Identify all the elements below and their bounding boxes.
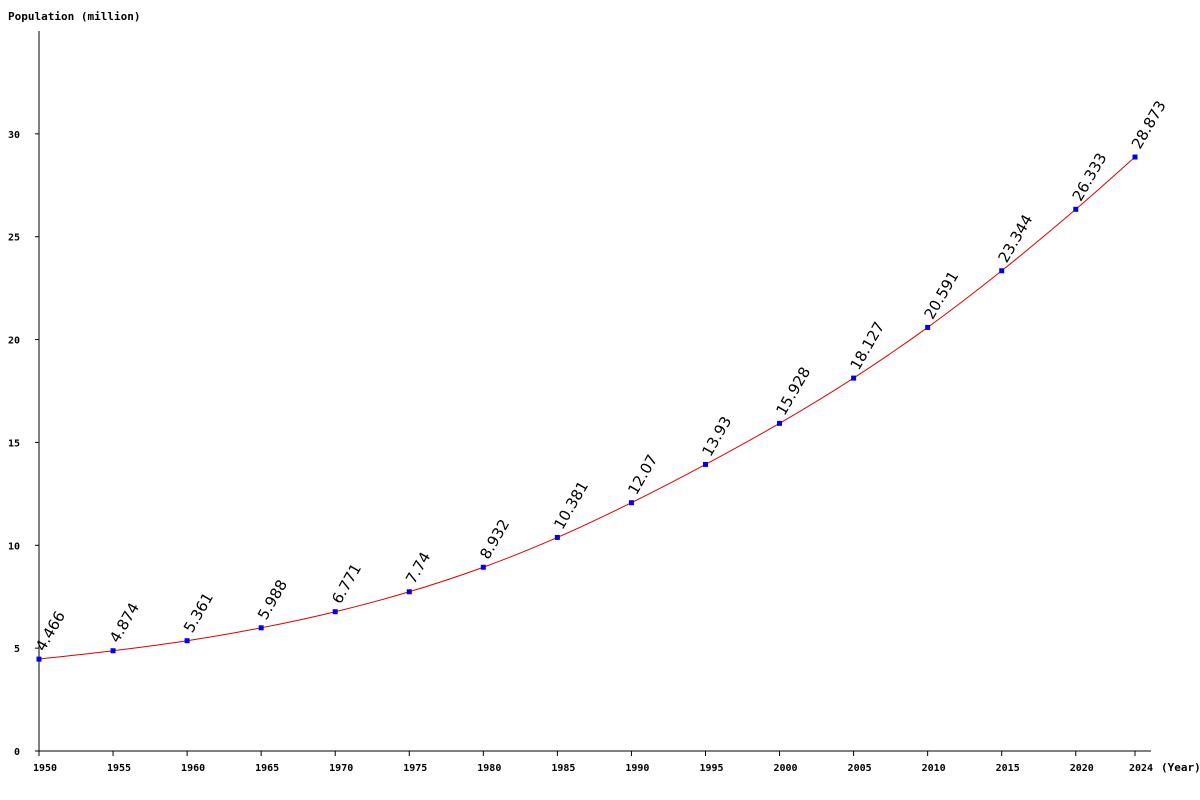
y-tick-label: 25 bbox=[8, 233, 20, 244]
x-tick-label: 1965 bbox=[255, 763, 279, 774]
data-point-marker bbox=[406, 589, 412, 595]
y-axis-title: Population (million) bbox=[8, 10, 140, 23]
data-point-marker bbox=[851, 375, 857, 381]
data-point-marker bbox=[1132, 154, 1138, 160]
y-tick-label: 30 bbox=[8, 130, 20, 141]
data-markers bbox=[36, 154, 1138, 662]
x-tick-label: 1990 bbox=[625, 763, 649, 774]
x-tick-label: 2010 bbox=[922, 763, 946, 774]
x-tick-label: 1980 bbox=[477, 763, 501, 774]
x-tick-label: 2015 bbox=[996, 763, 1020, 774]
x-axis-title: (Year) bbox=[1161, 761, 1200, 774]
x-tick-label: 1955 bbox=[107, 763, 131, 774]
x-tick-label: 1950 bbox=[33, 763, 57, 774]
data-point-marker bbox=[554, 534, 560, 540]
data-point-marker bbox=[628, 500, 634, 506]
data-point-marker bbox=[332, 609, 338, 615]
data-point-marker bbox=[702, 461, 708, 467]
x-tick-label: 1985 bbox=[551, 763, 575, 774]
x-tick-label: 2005 bbox=[848, 763, 872, 774]
y-axis-ticks: 0 5 10 15 20 25 30 bbox=[8, 130, 39, 758]
data-point-marker bbox=[925, 324, 931, 330]
data-point-marker bbox=[258, 625, 264, 631]
data-point-marker bbox=[110, 648, 116, 654]
x-tick-label: 2024 bbox=[1129, 763, 1153, 774]
x-tick-label: 1995 bbox=[699, 763, 723, 774]
data-point-marker bbox=[184, 638, 190, 644]
data-point-marker bbox=[777, 420, 783, 426]
data-point-marker bbox=[999, 268, 1005, 274]
data-point-marker bbox=[1073, 206, 1079, 212]
y-tick-label: 10 bbox=[8, 541, 20, 552]
data-point-marker bbox=[36, 656, 42, 662]
data-point-marker bbox=[480, 564, 486, 570]
x-tick-label: 1975 bbox=[403, 763, 427, 774]
x-axis-ticks: 1950 1955 1960 1965 1970 1975 1980 1985 1990 1995… bbox=[33, 751, 1153, 774]
x-tick-label: 2000 bbox=[773, 763, 797, 774]
x-tick-label: 2020 bbox=[1070, 763, 1094, 774]
population-series-line bbox=[38, 156, 1136, 660]
x-tick-label: 1960 bbox=[181, 763, 205, 774]
y-tick-label: 20 bbox=[8, 336, 20, 347]
y-tick-label: 5 bbox=[14, 644, 20, 655]
x-tick-label: 1970 bbox=[329, 763, 353, 774]
y-tick-label: 15 bbox=[8, 438, 20, 449]
y-tick-label: 0 bbox=[14, 747, 20, 758]
